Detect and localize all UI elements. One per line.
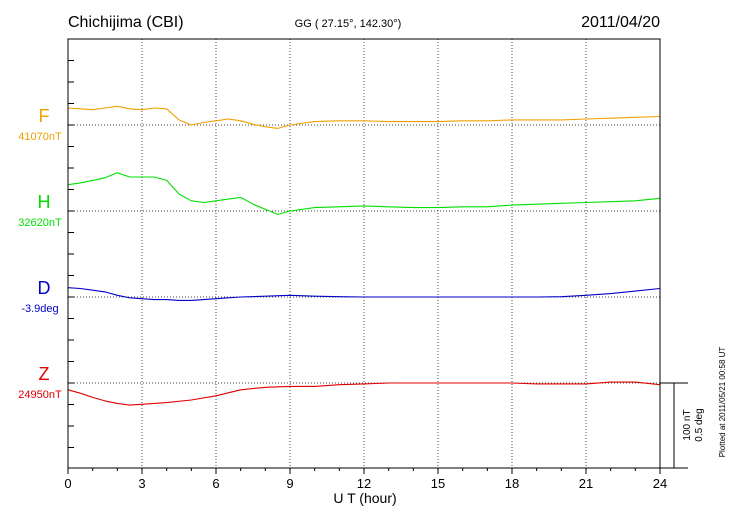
station-coordinates: GG ( 27.15°, 142.30°) — [295, 18, 402, 30]
x-tick-label-15: 15 — [431, 476, 445, 491]
series-baseline-z: 24950nT — [18, 389, 62, 401]
x-tick-label-21: 21 — [579, 476, 593, 491]
series-line-h — [67, 172, 661, 215]
series-name-d: D — [38, 278, 51, 298]
grid — [68, 39, 660, 468]
x-tick-label-3: 3 — [138, 476, 145, 491]
scale-bar-deg-label: 0.5 deg — [694, 408, 705, 441]
series-line-z — [67, 381, 661, 406]
series-baseline-d: -3.9deg — [21, 303, 58, 315]
series-baseline-h: 32620nT — [18, 217, 62, 229]
series-labels: F 41070nT H 32620nT D -3.9deg Z 24950nT — [18, 106, 62, 401]
x-tick-label-24: 24 — [653, 476, 667, 491]
series-line-f — [67, 105, 661, 129]
x-tick-label-0: 0 — [64, 476, 71, 491]
plotted-at-note: Plotted at 2011/05/21 00:58 UT — [718, 347, 727, 458]
x-axis: 0 3 6 9 12 15 18 21 24 — [64, 38, 667, 491]
series-group — [67, 105, 661, 406]
x-axis-label: U T (hour) — [333, 490, 396, 506]
scale-bar-nt-label: 100 nT — [682, 409, 693, 440]
series-baseline-f: 41070nT — [18, 131, 62, 143]
x-tick-label-12: 12 — [357, 476, 371, 491]
series-name-f: F — [39, 106, 50, 126]
series-name-h: H — [38, 192, 51, 212]
chart-date: 2011/04/20 — [581, 14, 660, 31]
x-tick-label-9: 9 — [286, 476, 293, 491]
x-tick-label-18: 18 — [505, 476, 519, 491]
series-name-z: Z — [39, 364, 50, 384]
scale-bar: 100 nT 0.5 deg — [660, 382, 705, 469]
series-line-d — [67, 287, 661, 301]
chart-title: Chichijima (CBI) — [68, 14, 184, 31]
x-tick-label-6: 6 — [212, 476, 219, 491]
